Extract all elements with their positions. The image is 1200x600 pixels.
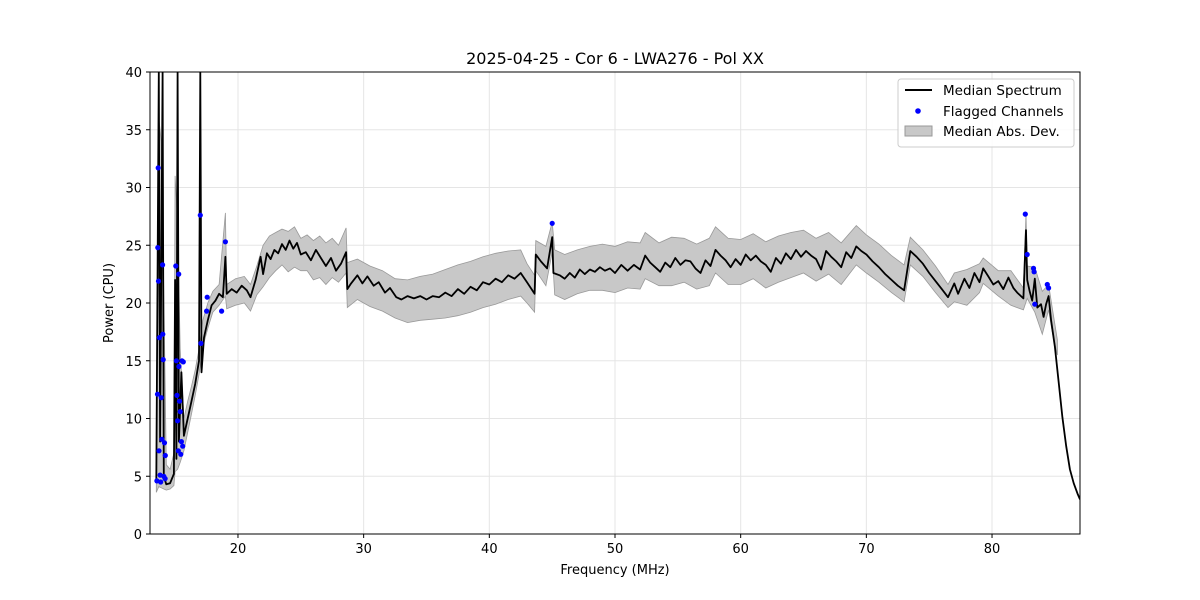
flagged-channel-point: [154, 391, 161, 397]
flagged-channel-point: [160, 262, 166, 268]
flagged-channel-point: [1046, 285, 1052, 291]
flagged-channel-point: [155, 278, 162, 284]
median-line-layer: [155, 72, 1080, 500]
x-tick-label: 50: [607, 542, 624, 557]
chart-title: 2025-04-25 - Cor 6 - LWA276 - Pol XX: [466, 49, 764, 68]
mad-band-layer: [155, 118, 1058, 493]
flagged-channel-point: [198, 340, 204, 346]
flagged-channel-point: [1022, 211, 1028, 217]
flagged-channel-point: [173, 263, 179, 269]
flagged-channel-point: [158, 479, 164, 485]
flagged-channel-point: [178, 451, 184, 457]
flagged-channel-point: [162, 476, 168, 482]
flagged-channel-point: [1031, 269, 1037, 275]
y-tick-label: 15: [125, 355, 142, 370]
mad-band: [155, 118, 1058, 493]
y-tick-label: 0: [134, 528, 142, 543]
flagged-channel-point: [162, 452, 168, 459]
flagged-channel-point: [160, 357, 166, 363]
x-tick-label: 60: [732, 542, 749, 557]
flagged-channel-point: [1024, 251, 1030, 258]
flagged-channel-point: [158, 395, 164, 401]
x-tick-label: 30: [355, 542, 372, 557]
x-tick-label: 20: [230, 542, 247, 557]
flagged-channel-point: [175, 418, 181, 424]
flagged-channel-point: [197, 212, 203, 218]
flagged-channel-point: [155, 245, 161, 251]
legend-mad-label: Median Abs. Dev.: [943, 124, 1060, 140]
y-tick-label: 35: [125, 124, 142, 139]
flagged-channel-point: [155, 165, 161, 171]
x-tick-label: 40: [481, 542, 498, 557]
legend-mad-swatch: [904, 125, 933, 137]
flagged-channel-point: [173, 358, 179, 364]
x-axis-label: Frequency (MHz): [560, 563, 669, 578]
flagged-channel-point: [204, 294, 210, 300]
flagged-channel-point: [222, 239, 228, 245]
median-spectrum-line: [155, 72, 1080, 500]
x-tick-label: 80: [984, 542, 1001, 557]
flagged-channel-point: [1032, 301, 1038, 307]
legend-median-label: Median Spectrum: [943, 83, 1062, 99]
legend-flagged-label: Flagged Channels: [943, 104, 1064, 120]
flagged-channel-point: [219, 308, 225, 314]
flagged-channel-point: [161, 440, 168, 446]
legend: Median Spectrum Flagged Channels Median …: [897, 78, 1075, 148]
flagged-channel-point: [176, 271, 182, 277]
y-tick-label: 20: [125, 297, 142, 312]
flagged-channel-point: [174, 392, 180, 398]
flagged-markers-layer: [154, 165, 1052, 485]
y-tick-label: 10: [125, 413, 142, 428]
axis-ticks: 20 30 40 50 60 70 80 0 5 10 15 20 25 30 35 40: [125, 66, 1000, 557]
legend-box: [897, 78, 1075, 148]
y-tick-label: 25: [125, 239, 142, 254]
flagged-channel-point: [156, 335, 162, 341]
y-axis-label: Power (CPU): [102, 263, 117, 343]
flagged-channel-point: [549, 220, 555, 226]
x-tick-label: 70: [858, 542, 875, 557]
flagged-channel-point: [176, 398, 183, 404]
flagged-channel-point: [176, 363, 182, 370]
flagged-channel-point: [160, 331, 166, 337]
flagged-channel-point: [204, 308, 210, 314]
flagged-channel-point: [177, 409, 183, 415]
flagged-channel-point: [156, 448, 162, 454]
flagged-channel-point: [180, 443, 186, 449]
y-tick-label: 5: [134, 470, 142, 485]
y-tick-label: 30: [125, 182, 142, 197]
legend-flagged-swatch: [915, 108, 921, 114]
flagged-channel-point: [180, 359, 186, 365]
y-tick-label: 40: [125, 66, 142, 81]
flagged-channel-point: [178, 439, 184, 445]
grid: [150, 71, 1080, 535]
